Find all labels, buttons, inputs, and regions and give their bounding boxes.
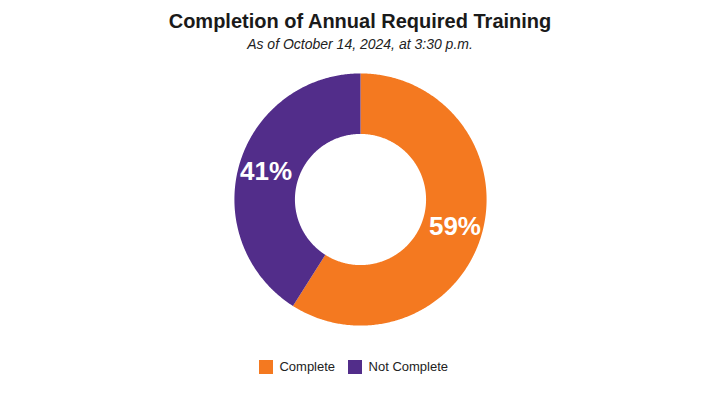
svg-text:41%: 41%: [240, 156, 292, 186]
html-text:Complete: Complete: [279, 359, 336, 374]
html-text:Completion of Annual Required: Completion of Annual Required Training: [168, 10, 552, 32]
html-text:As of October 14, 2024, at 3:3: As of October 14, 2024, at 3:30 p.m.: [247, 36, 473, 52]
html-text:Not Complete: Not Complete: [368, 359, 449, 374]
svg-text:59%: 59%: [429, 211, 481, 241]
